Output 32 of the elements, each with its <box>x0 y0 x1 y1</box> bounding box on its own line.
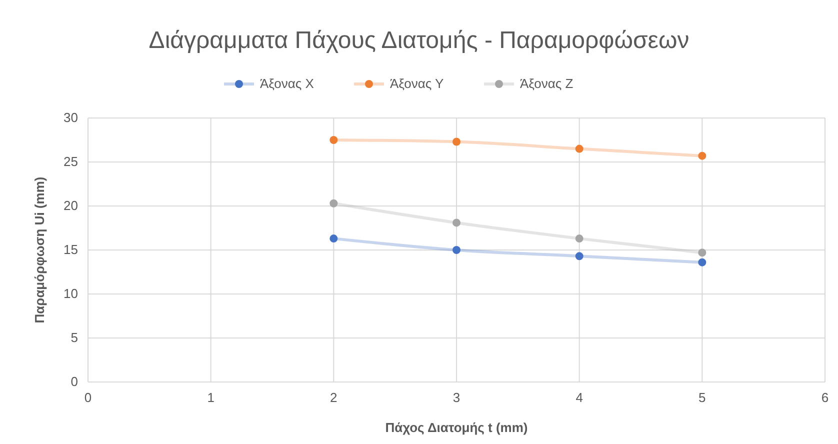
y-tick-label: 15 <box>64 242 78 257</box>
x-tick-label: 6 <box>821 390 829 405</box>
y-tick-label: 10 <box>64 286 78 301</box>
x-tick-label: 2 <box>330 390 338 405</box>
legend-label: Άξονας Ζ <box>520 76 574 91</box>
x-axis-title: Πάχος Διατομής t (mm) <box>385 420 528 435</box>
y-tick-label: 30 <box>64 110 78 125</box>
x-tick-label: 0 <box>84 390 92 405</box>
chart-title: Διάγραμματα Πάχους Διατομής - Παραμορφώσεων <box>148 27 690 54</box>
point <box>575 252 584 260</box>
point <box>575 234 584 243</box>
point <box>575 144 584 153</box>
legend-label: Άξονας Υ <box>390 76 444 91</box>
point <box>698 152 706 160</box>
point <box>452 218 460 227</box>
x-tick-label: 5 <box>698 390 706 405</box>
y-tick-label: 0 <box>70 374 78 389</box>
point <box>330 136 338 144</box>
point <box>330 234 338 243</box>
y-tick-label: 5 <box>70 330 78 345</box>
y-tick-label: 20 <box>64 198 78 213</box>
x-tick-label: 4 <box>576 390 583 405</box>
x-tick-label: 3 <box>452 390 460 405</box>
x-tick-label: 1 <box>207 390 214 405</box>
point <box>452 138 460 146</box>
legend-label: Άξονας Χ <box>260 76 314 91</box>
point <box>330 199 338 208</box>
point <box>698 248 706 257</box>
point <box>698 258 706 266</box>
y-axis-title: Παραμόρφωση Ui (mm) <box>32 176 47 324</box>
point <box>452 246 460 254</box>
y-tick-label: 25 <box>64 154 78 169</box>
